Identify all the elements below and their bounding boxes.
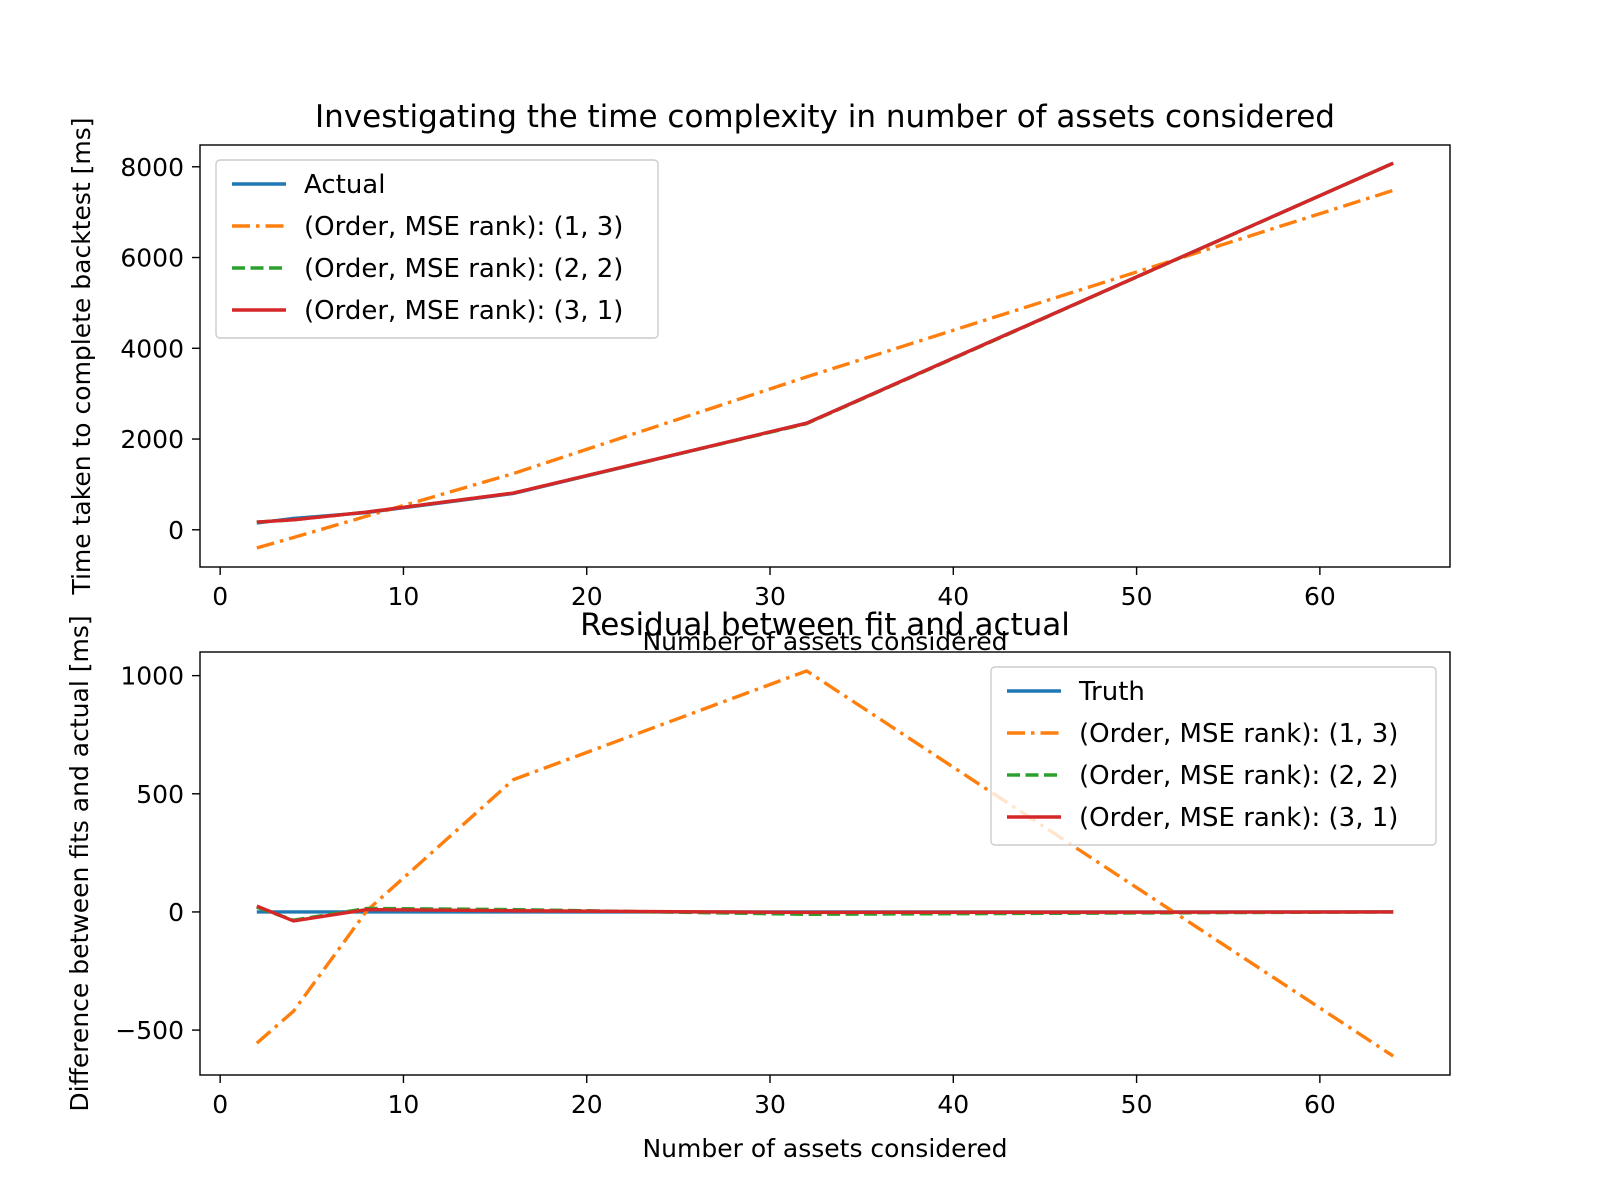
x-tick-label: 0: [212, 582, 228, 611]
x-tick-label: 20: [571, 582, 603, 611]
legend: Truth (Order, MSE rank): (1, 3) (Order, MS…: [990, 666, 1437, 846]
x-tick-label: 40: [937, 1090, 969, 1119]
x-tick-label: 50: [1121, 1090, 1153, 1119]
x-tick-label: 60: [1304, 1090, 1336, 1119]
legend-label: (Order, MSE rank): (2, 2): [1079, 761, 1398, 791]
y-tick-label: 4000: [120, 334, 184, 363]
x-axis-label: Number of assets considered: [642, 1134, 1007, 1163]
x-axis-label: Number of assets considered: [642, 627, 1007, 656]
y-axis-label: Difference between fits and actual [ms]: [65, 615, 94, 1111]
y-tick-label: −500: [115, 1016, 184, 1045]
legend-label: Truth: [1078, 677, 1145, 707]
series-line-4: [256, 904, 1394, 923]
series-line-4: [256, 161, 1394, 524]
x-tick-label: 20: [571, 1090, 603, 1119]
chart-title: Investigating the time complexity in num…: [315, 99, 1335, 135]
legend-box: [215, 159, 659, 339]
legend-box: [990, 666, 1437, 846]
y-tick-label: 1000: [120, 662, 184, 691]
y-tick-label: 0: [168, 898, 184, 927]
panel-1: 0 10 20 30 40 50 60 0 2000 4000 6000 8000 Investigat…: [67, 99, 1451, 656]
legend-label: (Order, MSE rank): (1, 3): [1079, 719, 1398, 749]
y-tick-label: 6000: [120, 244, 184, 273]
y-tick-label: 500: [136, 780, 184, 809]
y-axis-label: Time taken to complete backtest [ms]: [67, 117, 96, 595]
x-tick-label: 10: [388, 582, 420, 611]
legend-label: (Order, MSE rank): (3, 1): [304, 296, 623, 326]
x-tick-label: 30: [754, 582, 786, 611]
axes-frame: [199, 651, 1451, 1076]
x-tick-label: 10: [388, 1090, 420, 1119]
panel-2: 0 10 20 30 40 50 60 −500 0 500 1000 Residual betwee…: [65, 607, 1451, 1163]
legend-label: (Order, MSE rank): (2, 2): [304, 254, 623, 284]
y-tick-label: 2000: [120, 425, 184, 454]
series-line-2: [256, 188, 1394, 550]
axes-frame: [199, 144, 1451, 568]
x-tick-label: 60: [1304, 582, 1336, 611]
legend-label: (Order, MSE rank): (1, 3): [304, 212, 623, 242]
y-tick-label: 8000: [120, 153, 184, 182]
x-tick-label: 0: [212, 1090, 228, 1119]
x-tick-label: 50: [1121, 582, 1153, 611]
legend-label: (Order, MSE rank): (3, 1): [1079, 803, 1398, 833]
legend-label: Actual: [304, 170, 385, 200]
series-line-2: [255, 669, 1395, 1058]
chart-title: Residual between fit and actual: [580, 607, 1070, 643]
y-tick-label: 0: [168, 516, 184, 545]
x-tick-label: 30: [754, 1090, 786, 1119]
x-tick-label: 40: [937, 582, 969, 611]
legend: Actual (Order, MSE rank): (1, 3) (Order, M…: [215, 159, 659, 339]
